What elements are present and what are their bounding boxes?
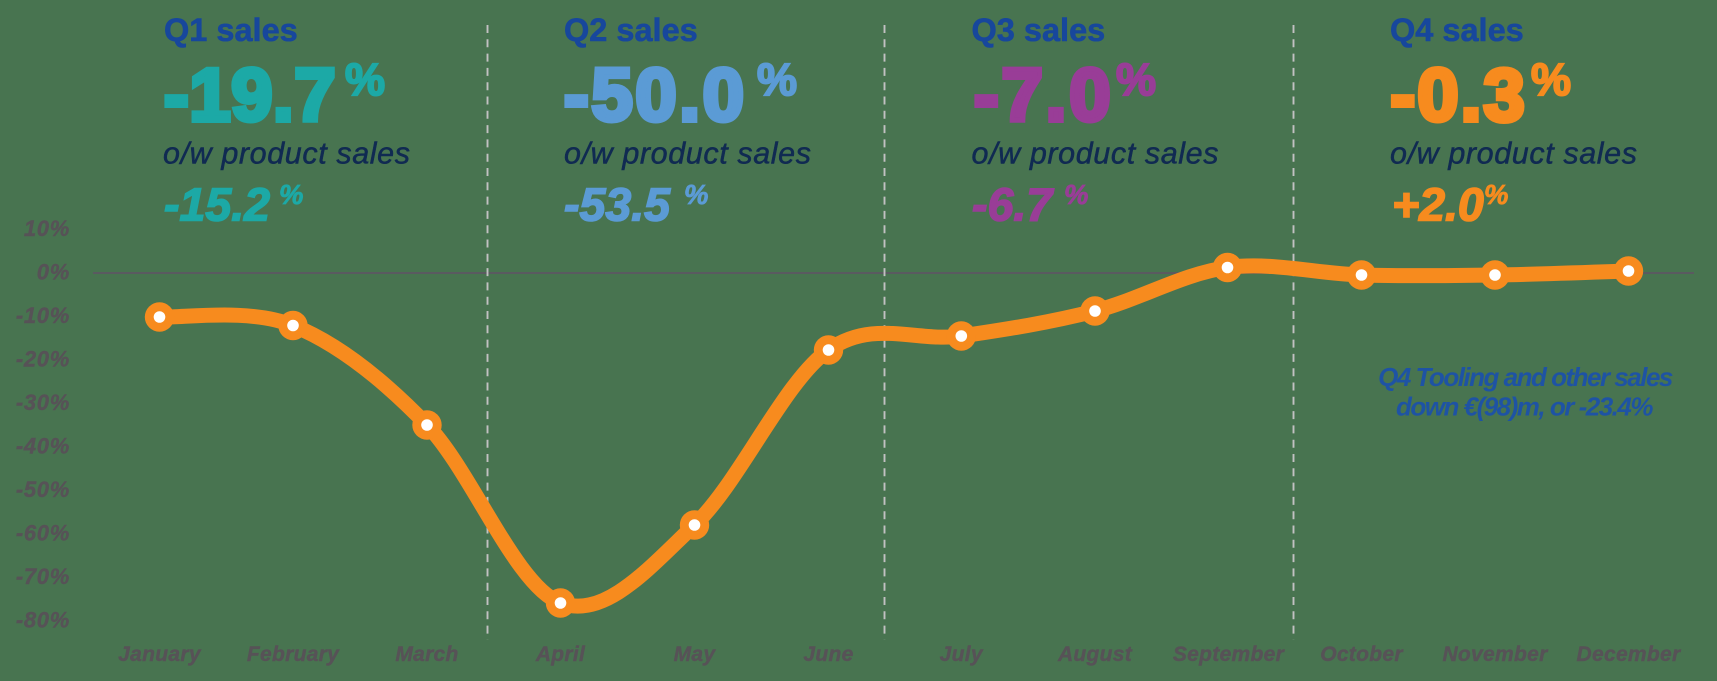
svg-text:o/w product sales: o/w product sales (564, 137, 812, 171)
svg-text:-7.0: -7.0 (974, 54, 1114, 137)
svg-text:10%: 10% (24, 216, 70, 241)
svg-text:%: % (1116, 54, 1156, 105)
svg-text:+2.0: +2.0 (1392, 179, 1484, 231)
svg-text:Q3 sales: Q3 sales (972, 12, 1106, 48)
svg-text:Q4 sales: Q4 sales (1390, 12, 1524, 48)
svg-text:%: % (1064, 179, 1088, 210)
svg-text:%: % (1531, 54, 1571, 105)
svg-text:-53.5: -53.5 (564, 179, 671, 231)
svg-text:-40%: -40% (16, 434, 70, 459)
svg-text:o/w product sales: o/w product sales (163, 137, 411, 171)
svg-text:January: January (118, 643, 202, 666)
svg-text:-0.3: -0.3 (1391, 54, 1527, 137)
svg-text:June: June (803, 643, 853, 666)
svg-text:December: December (1577, 643, 1682, 666)
svg-text:February: February (247, 643, 340, 666)
svg-text:April: April (535, 643, 586, 666)
svg-text:March: March (395, 643, 458, 666)
svg-text:-19.7: -19.7 (164, 54, 336, 137)
svg-text:o/w product sales: o/w product sales (972, 137, 1220, 171)
svg-text:Q1 sales: Q1 sales (164, 12, 298, 48)
svg-text:o/w product sales: o/w product sales (1390, 137, 1638, 171)
svg-text:%: % (684, 179, 708, 210)
svg-text:Q4 Tooling and other sales: Q4 Tooling and other sales (1378, 362, 1673, 392)
svg-text:down €(98)m, or -23.4%: down €(98)m, or -23.4% (1396, 392, 1653, 422)
svg-text:0%: 0% (37, 260, 70, 285)
svg-text:August: August (1057, 643, 1133, 666)
svg-text:-50%: -50% (16, 477, 70, 502)
svg-text:%: % (279, 179, 303, 210)
svg-text:-10%: -10% (16, 303, 70, 328)
svg-text:-50.0: -50.0 (564, 54, 747, 137)
svg-text:July: July (940, 643, 984, 666)
svg-text:November: November (1442, 643, 1549, 666)
svg-text:-70%: -70% (16, 564, 70, 589)
svg-text:-30%: -30% (16, 390, 70, 415)
svg-text:%: % (1484, 179, 1508, 210)
svg-text:May: May (674, 643, 717, 666)
svg-text:-80%: -80% (16, 608, 70, 633)
svg-text:October: October (1320, 643, 1404, 666)
svg-text:Q2 sales: Q2 sales (564, 12, 698, 48)
svg-text:-6.7: -6.7 (972, 179, 1054, 231)
svg-text:%: % (757, 54, 797, 105)
svg-text:-20%: -20% (16, 347, 70, 372)
svg-text:-15.2: -15.2 (164, 179, 270, 231)
svg-text:-60%: -60% (16, 521, 70, 546)
svg-text:September: September (1173, 643, 1286, 666)
svg-text:%: % (345, 54, 385, 105)
